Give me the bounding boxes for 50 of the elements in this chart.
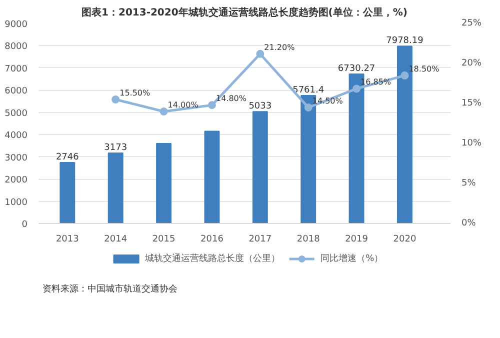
y2-tick-label: 0%: [462, 218, 476, 228]
x-tick-label: 2014: [104, 234, 128, 244]
data-label: 21.20%: [264, 42, 296, 52]
bar: [60, 162, 76, 224]
data-label: 14.80%: [216, 94, 247, 104]
x-tick-label: 2016: [200, 234, 224, 244]
legend-label: 城轨交通运营线路总长度（公里）: [144, 253, 280, 264]
x-tick-label: 2017: [248, 234, 272, 244]
data-label: 3173: [104, 142, 128, 153]
data-label: 6730.27: [338, 64, 376, 74]
point: [256, 50, 264, 58]
legend-label: 同比增速（%）: [320, 253, 384, 264]
point: [304, 104, 312, 112]
x-tick-label: 2019: [345, 234, 368, 244]
y-tick-label: 2000: [4, 176, 28, 186]
point: [160, 108, 168, 116]
data-label: 7978.19: [386, 36, 424, 46]
y-tick-label: 0: [22, 220, 28, 230]
bar: [108, 152, 124, 224]
data-label: 5761.4: [292, 85, 324, 96]
text: 资料来源：中国城市轨道交通协会: [42, 284, 178, 295]
y2-tick-label: 10%: [462, 138, 482, 148]
x-tick-label: 2018: [296, 234, 320, 244]
point: [352, 84, 361, 93]
y2-tick-label: 25%: [462, 18, 482, 28]
y-tick-label: 8000: [4, 42, 28, 52]
y-tick-label: 1000: [4, 198, 28, 208]
data-label: 2746: [56, 152, 80, 162]
bar: [156, 143, 172, 224]
data-label: 15.50%: [120, 88, 150, 98]
y-tick-label: 4000: [4, 131, 28, 142]
point: [112, 96, 120, 104]
y-tick-label: 7000: [4, 64, 28, 74]
data-label: 14.00%: [168, 100, 199, 110]
data-label: 5033: [248, 102, 272, 112]
x-tick-label: 2015: [152, 234, 176, 244]
y-tick-label: 6000: [4, 86, 28, 97]
point: [400, 72, 409, 80]
x-tick-label: 2013: [56, 234, 79, 244]
y2-tick-label: 5%: [462, 178, 476, 188]
y2-tick-label: 20%: [462, 58, 482, 68]
y-tick-label: 9000: [4, 20, 28, 30]
bar: [204, 130, 220, 224]
y2-tick-label: 15%: [462, 98, 482, 108]
point: [208, 101, 216, 110]
chart-title: 图表1：2013-2020年城轨交通运营线路总长度趋势图(单位：公里，%): [82, 6, 408, 18]
bar: [252, 111, 268, 224]
x-tick-label: 2020: [393, 234, 416, 244]
y-tick-label: 3000: [4, 153, 28, 164]
y-tick-label: 5000: [4, 108, 28, 119]
